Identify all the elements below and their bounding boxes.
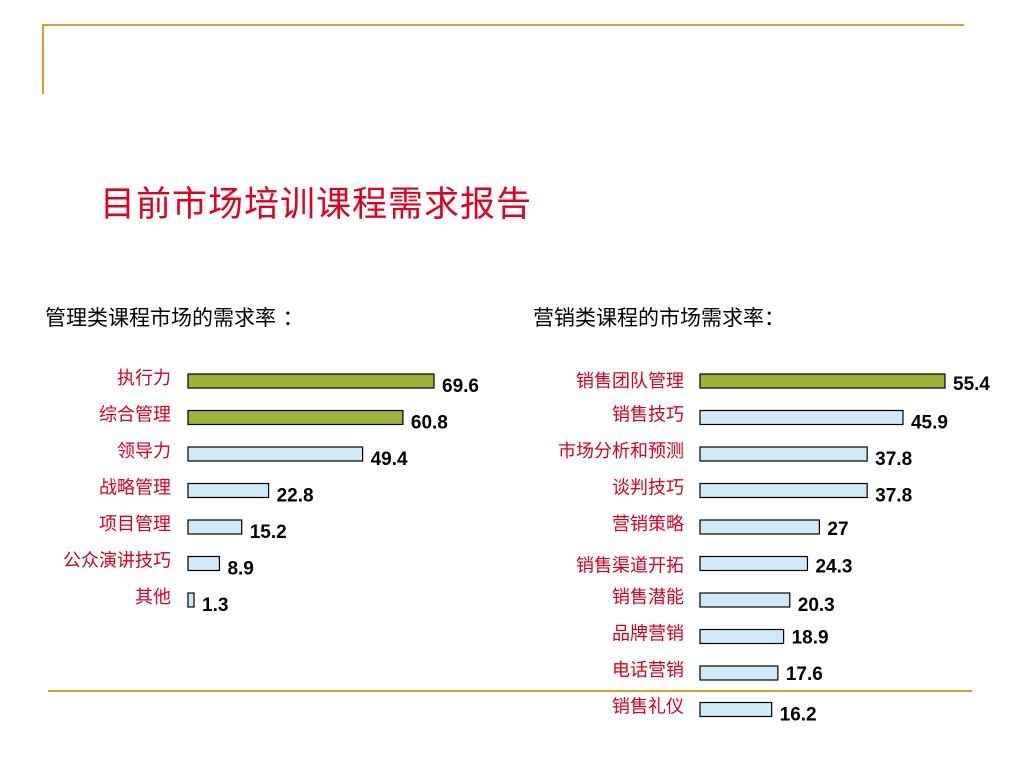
bar [699,519,821,535]
category-label: 市场分析和预测 [558,441,684,462]
category-label: 公众演讲技巧 [63,551,171,572]
bar [187,409,404,426]
bar [699,482,868,499]
value-label: 17.6 [786,664,823,685]
value-label: 22.8 [277,486,314,507]
category-label: 电话营销 [612,660,684,681]
bottom-accent-line [48,690,972,692]
category-label: 品牌营销 [612,624,684,645]
value-label: 37.8 [875,449,912,470]
category-label: 综合管理 [99,405,171,426]
value-label: 55.4 [953,374,990,395]
left-accent-line [42,24,44,94]
value-label: 37.8 [875,486,912,507]
bar [699,446,868,462]
value-label: 69.6 [442,376,479,397]
category-label: 销售渠道开拓 [576,556,684,577]
category-label: 销售礼仪 [612,697,684,718]
bar [699,592,791,608]
category-label: 销售团队管理 [576,371,684,392]
category-label: 销售潜能 [612,587,684,608]
top-accent-line [42,24,964,26]
value-label: 60.8 [411,413,448,434]
category-label: 战略管理 [99,478,171,499]
bar [699,555,809,572]
value-label: 8.9 [227,559,253,580]
bar [699,409,904,426]
bar [187,592,195,608]
category-label: 营销策略 [612,514,684,535]
management-subtitle: 管理类课程市场的需求率 ： [45,306,304,330]
page-title: 目前市场培训课程需求报告 [100,185,533,225]
category-label: 领导力 [117,441,171,462]
value-label: 18.9 [792,628,829,649]
value-label: 45.9 [911,413,948,434]
value-label: 27 [827,519,848,540]
value-label: 16.2 [780,705,817,726]
management-demand-chart: 执行力 69.6 综合管理 60.8 领导力 49.4 战略管理 22.8 项目管理 15.2 公众… [63,368,479,616]
bar [187,519,243,535]
value-label: 1.3 [202,595,228,616]
category-label: 谈判技巧 [612,478,684,499]
bar [187,555,221,572]
value-label: 15.2 [250,522,287,543]
marketing-subtitle: 营销类课程的市场需求率： [533,306,785,330]
bar [699,373,946,389]
value-label: 24.3 [815,557,852,578]
category-label: 执行力 [117,368,171,389]
value-label: 20.3 [798,595,835,616]
bar [187,446,364,462]
bar [699,701,773,718]
bar [187,482,270,499]
marketing-demand-chart: 销售团队管理 55.4 销售技巧 45.9 市场分析和预测 37.8 谈判技巧 37.8 营销策… [558,371,990,726]
category-label: 其他 [135,587,171,608]
category-label: 项目管理 [99,514,171,535]
category-label: 销售技巧 [612,405,684,426]
bar [699,665,779,681]
value-label: 49.4 [371,449,408,470]
bar [187,373,435,389]
bar [699,628,785,645]
